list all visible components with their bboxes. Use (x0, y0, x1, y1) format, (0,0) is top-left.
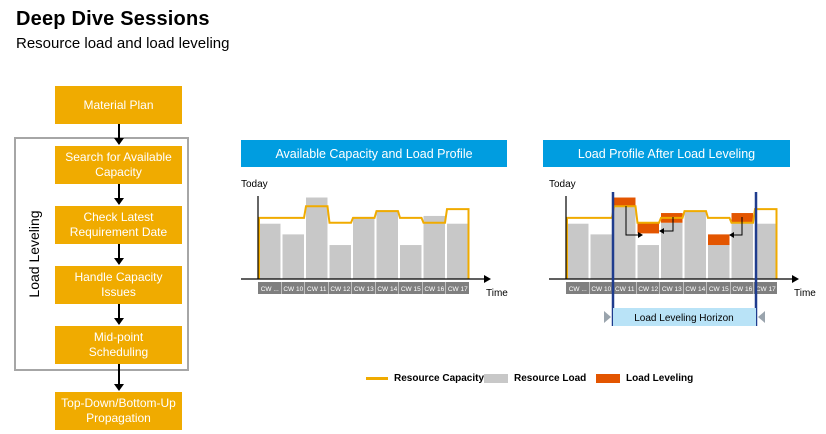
load-bar (259, 223, 281, 279)
arrowhead (638, 232, 643, 238)
today-label: Today (241, 179, 268, 190)
tick-bg (375, 282, 399, 294)
page-title: Deep Dive Sessions (16, 8, 210, 30)
load-bar (329, 245, 351, 279)
tick-label: CW 12 (330, 286, 350, 293)
flow-arrow (114, 124, 124, 145)
tick-label: CW 13 (662, 286, 682, 293)
tick-bg (613, 282, 636, 294)
tick-label: CW 15 (401, 286, 421, 293)
horizon-label: Load Leveling Horizon (634, 313, 734, 324)
capacity-line (566, 205, 778, 279)
arrowhead (729, 232, 734, 238)
topdown-propagation-box[interactable]: Top-Down/Bottom-Up Propagation (55, 392, 182, 430)
tick-bg (636, 282, 660, 294)
midpoint-scheduling-box[interactable]: Mid-point Scheduling (55, 326, 182, 364)
tick-label: CW 16 (732, 286, 752, 293)
today-label: Today (549, 179, 576, 190)
arrowhead (659, 228, 664, 234)
load-bar (447, 223, 469, 279)
left-panel-title: Available Capacity and Load Profile (241, 140, 507, 167)
flow-arrow (114, 184, 124, 205)
load-bar (423, 215, 445, 279)
tick-bg (566, 282, 589, 294)
flow-arrow (114, 304, 124, 325)
tick-bg (281, 282, 305, 294)
load-bar (661, 222, 683, 279)
load-bar (684, 211, 706, 279)
tick-bg (730, 282, 754, 294)
tick-bg (754, 282, 777, 294)
load-leveling-frame (14, 137, 189, 371)
capacity-swatch (366, 377, 388, 380)
tick-label: CW 12 (638, 286, 658, 293)
load-bar (637, 245, 659, 279)
load-bar (376, 210, 398, 279)
tick-label: CW 10 (283, 286, 303, 293)
load-bar (731, 222, 753, 279)
legend-capacity: Resource Capacity (366, 373, 484, 384)
tick-bg (683, 282, 707, 294)
capacity-line (258, 205, 470, 279)
check-requirement-box[interactable]: Check Latest Requirement Date (55, 206, 182, 244)
leveling-bar (614, 197, 636, 207)
tick-bg (399, 282, 422, 294)
capacity-load-chart: Today CW ... CW 10 CW 11 CW 12 CW 13 CW 14 CW … (241, 179, 508, 299)
tick-label: CW 16 (424, 286, 444, 293)
load-bar (306, 197, 328, 279)
leveling-bar (708, 234, 730, 246)
tick-label: CW 17 (756, 286, 776, 293)
tick-label: CW 11 (615, 286, 635, 293)
tick-bg (589, 282, 613, 294)
shift-arrow (734, 217, 743, 236)
flow-arrow (114, 364, 124, 391)
tick-label: CW ... (569, 286, 587, 293)
time-label: Time (794, 288, 816, 299)
tick-bg (352, 282, 375, 294)
load-bar (614, 206, 636, 279)
right-panel-title: Load Profile After Load Leveling (543, 140, 790, 167)
shift-arrow (664, 217, 674, 232)
load-bar (400, 245, 422, 279)
tick-bg (446, 282, 469, 294)
tick-bg (660, 282, 683, 294)
tick-bg (328, 282, 352, 294)
legend-load-label: Resource Load (514, 373, 587, 384)
load-bar (282, 234, 304, 279)
tick-label: CW 13 (354, 286, 374, 293)
leveled-load-chart: Today CW ... CW 10 CW 11 CW 12 CW 13 CW 14 CW … (549, 179, 816, 326)
search-capacity-box[interactable]: Search for Available Capacity (55, 146, 182, 184)
load-bar (567, 223, 589, 279)
legend-capacity-label: Resource Capacity (394, 373, 485, 384)
tick-bg (707, 282, 730, 294)
tick-label: CW ... (261, 286, 279, 293)
load-swatch (484, 374, 508, 383)
legend-leveling: Load Leveling (596, 373, 693, 384)
time-label: Time (486, 288, 508, 299)
tick-label: CW 15 (709, 286, 729, 293)
tick-bg (422, 282, 446, 294)
tick-label: CW 10 (591, 286, 611, 293)
handle-capacity-box[interactable]: Handle Capacity Issues (55, 266, 182, 304)
tick-bg (305, 282, 328, 294)
legend-load: Resource Load (484, 373, 586, 384)
leveling-bar (637, 222, 659, 234)
page-subtitle: Resource load and load leveling (16, 35, 230, 52)
flow-arrow (114, 244, 124, 265)
load-bar (353, 216, 375, 279)
load-leveling-label: Load Leveling (26, 210, 42, 298)
tick-label: CW 17 (448, 286, 468, 293)
tick-label: CW 14 (685, 286, 705, 293)
load-bar (708, 245, 730, 279)
tick-bg (258, 282, 281, 294)
load-bar (590, 234, 612, 279)
tick-label: CW 14 (377, 286, 397, 293)
shift-arrow (625, 206, 638, 236)
tick-label: CW 11 (307, 286, 327, 293)
material-plan-box[interactable]: Material Plan (55, 86, 182, 124)
leveling-swatch (596, 374, 620, 383)
horizon-bar (613, 308, 756, 326)
load-bar (755, 223, 777, 279)
legend-leveling-label: Load Leveling (626, 373, 694, 384)
